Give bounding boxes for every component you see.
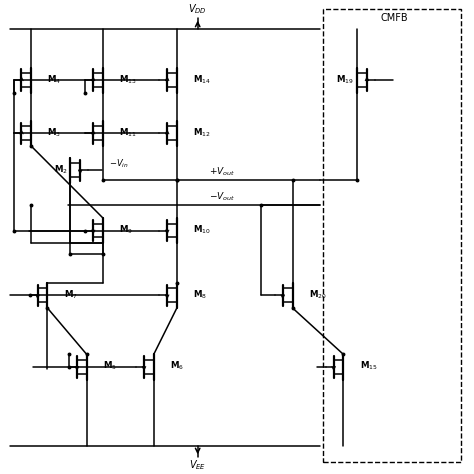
Text: CMFB: CMFB bbox=[381, 13, 408, 23]
Text: M$_{15}$: M$_{15}$ bbox=[360, 360, 377, 372]
Text: M$_{10}$: M$_{10}$ bbox=[193, 223, 211, 236]
Text: $V_{EE}$: $V_{EE}$ bbox=[189, 459, 206, 473]
Text: M$_8$: M$_8$ bbox=[193, 288, 207, 301]
Text: $V_{DD}$: $V_{DD}$ bbox=[188, 2, 207, 17]
Text: M$_6$: M$_6$ bbox=[170, 360, 184, 372]
Text: $-V_{out}$: $-V_{out}$ bbox=[209, 191, 236, 203]
Text: M$_{19}$: M$_{19}$ bbox=[337, 73, 355, 85]
Text: M$_{20}$: M$_{20}$ bbox=[309, 288, 327, 301]
Text: M$_7$: M$_7$ bbox=[64, 288, 77, 301]
Text: M$_{11}$: M$_{11}$ bbox=[119, 126, 137, 139]
Text: M$_{13}$: M$_{13}$ bbox=[119, 73, 137, 85]
Text: M$_4$: M$_4$ bbox=[47, 73, 62, 85]
Bar bbox=[323, 9, 461, 462]
Text: M$_9$: M$_9$ bbox=[119, 223, 133, 236]
Text: M$_{14}$: M$_{14}$ bbox=[193, 73, 211, 85]
Text: M$_3$: M$_3$ bbox=[47, 126, 61, 139]
Text: M$_{12}$: M$_{12}$ bbox=[193, 126, 211, 139]
Text: M$_2$: M$_2$ bbox=[55, 163, 68, 176]
Text: $-V_{in}$: $-V_{in}$ bbox=[109, 157, 128, 170]
Text: $+V_{out}$: $+V_{out}$ bbox=[209, 165, 236, 178]
Text: M$_5$: M$_5$ bbox=[103, 360, 117, 372]
